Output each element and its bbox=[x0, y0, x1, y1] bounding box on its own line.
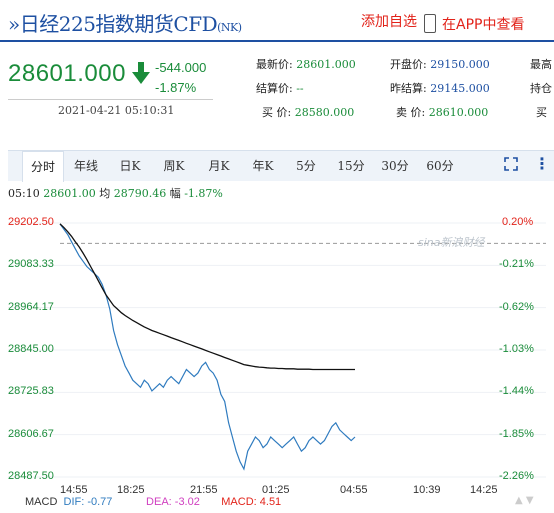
macd-label: MACD bbox=[25, 496, 58, 508]
tab-15min[interactable]: 15分 bbox=[337, 159, 365, 173]
change-value: -544.000 bbox=[155, 60, 207, 75]
macd-toggle-icon[interactable]: ▲ ▼ bbox=[515, 495, 534, 506]
macd-dif: DIF: -0.77 bbox=[63, 496, 113, 508]
y-tick-label: 28964.17 bbox=[8, 300, 54, 313]
current-price: 28601.000 bbox=[8, 60, 126, 87]
tab-daily-k[interactable]: 日K bbox=[119, 159, 141, 173]
tab-5min[interactable]: 5分 bbox=[296, 159, 316, 173]
quote-divider bbox=[8, 99, 213, 100]
title-code: (NK) bbox=[217, 21, 242, 34]
crosshair-info: 05:10 28601.00 均 28790.46 幅 -1.87% bbox=[8, 187, 223, 200]
tab-intraday[interactable]: 分时 bbox=[22, 151, 64, 182]
x-tick-label: 04:55 bbox=[340, 484, 368, 496]
price-series-line bbox=[59, 223, 356, 471]
down-arrow-icon bbox=[132, 62, 150, 84]
pct-tick-label: -1.44% bbox=[499, 385, 534, 398]
x-tick-label: 14:25 bbox=[470, 484, 498, 496]
stat-hold: 持仓 bbox=[530, 82, 552, 95]
pct-tick-label: -0.21% bbox=[499, 258, 534, 271]
y-tick-label: 28845.00 bbox=[8, 343, 54, 355]
page-header: »日经225指数期货CFD(NK) 添加自选 在APP中查看 bbox=[0, 0, 554, 44]
more-options-icon[interactable]: ⋮ bbox=[534, 154, 550, 173]
intraday-chart[interactable] bbox=[0, 210, 554, 495]
add-watchlist-button[interactable]: 添加自选 bbox=[325, 10, 417, 34]
quote-time: 2021-04-21 05:10:31 bbox=[58, 104, 175, 117]
tab-yearly-k[interactable]: 年K bbox=[252, 159, 274, 173]
x-tick-label: 18:25 bbox=[117, 484, 145, 496]
y-tick-label: 28487.50 bbox=[8, 470, 54, 482]
macd-value: MACD: 4.51 bbox=[221, 496, 282, 508]
macd-dea: DEA: -3.02 bbox=[146, 496, 200, 508]
x-tick-label: 14:55 bbox=[60, 484, 88, 496]
stat-buy2: 买 bbox=[536, 106, 547, 119]
tab-60min[interactable]: 60分 bbox=[426, 159, 454, 173]
phone-icon bbox=[424, 14, 436, 33]
watermark: sina新浪财经 bbox=[418, 236, 485, 249]
pct-tick-label: 0.20% bbox=[502, 216, 534, 228]
stat-prev-settle: 昨结算: 29145.000 bbox=[390, 82, 490, 95]
y-tick-label: 28606.67 bbox=[8, 427, 54, 440]
x-tick-label: 10:39 bbox=[413, 484, 441, 496]
y-tick-label: 29083.33 bbox=[8, 258, 54, 271]
stat-ask: 卖 价: 28610.000 bbox=[396, 106, 489, 119]
y-tick-label: 29202.50 bbox=[8, 216, 54, 228]
title-text: 日经225指数期货CFD bbox=[19, 12, 218, 36]
view-in-app-link[interactable]: 在APP中查看 bbox=[442, 17, 525, 33]
pct-tick-label: -1.85% bbox=[499, 427, 534, 440]
x-tick-label: 21:55 bbox=[190, 484, 218, 496]
change-percent: -1.87% bbox=[155, 80, 197, 95]
x-tick-label: 01:25 bbox=[262, 484, 290, 496]
stat-open: 开盘价: 29150.000 bbox=[390, 58, 490, 71]
stat-high: 最高 bbox=[530, 58, 552, 71]
tab-30min[interactable]: 30分 bbox=[381, 159, 409, 173]
y-tick-label: 28725.83 bbox=[8, 385, 54, 398]
page-title: »日经225指数期货CFD(NK) bbox=[8, 8, 242, 37]
price-change: -544.000 -1.87% bbox=[155, 58, 206, 98]
tab-yearline[interactable]: 年线 bbox=[73, 159, 98, 173]
stat-settle: 结算价: -- bbox=[256, 82, 304, 95]
chart-tabs: 分时 年线 日K 周K 月K 年K 5分 15分 30分 60分 bbox=[8, 150, 554, 182]
pct-tick-label: -2.26% bbox=[499, 470, 534, 482]
pct-tick-label: -0.62% bbox=[499, 300, 534, 313]
avg-series-line bbox=[59, 223, 355, 371]
title-arrow-icon: » bbox=[8, 12, 20, 36]
pct-tick-label: -1.03% bbox=[499, 343, 534, 355]
tab-monthly-k[interactable]: 月K bbox=[208, 159, 230, 173]
stat-latest: 最新价: 28601.000 bbox=[256, 58, 356, 71]
stat-bid: 买 价: 28580.000 bbox=[262, 106, 355, 119]
macd-readout: MACD DIF: -0.77 DEA: -3.02 MACD: 4.51 bbox=[25, 496, 281, 508]
header-divider bbox=[0, 40, 554, 42]
fullscreen-icon[interactable] bbox=[504, 157, 518, 171]
tab-weekly-k[interactable]: 周K bbox=[163, 159, 185, 173]
